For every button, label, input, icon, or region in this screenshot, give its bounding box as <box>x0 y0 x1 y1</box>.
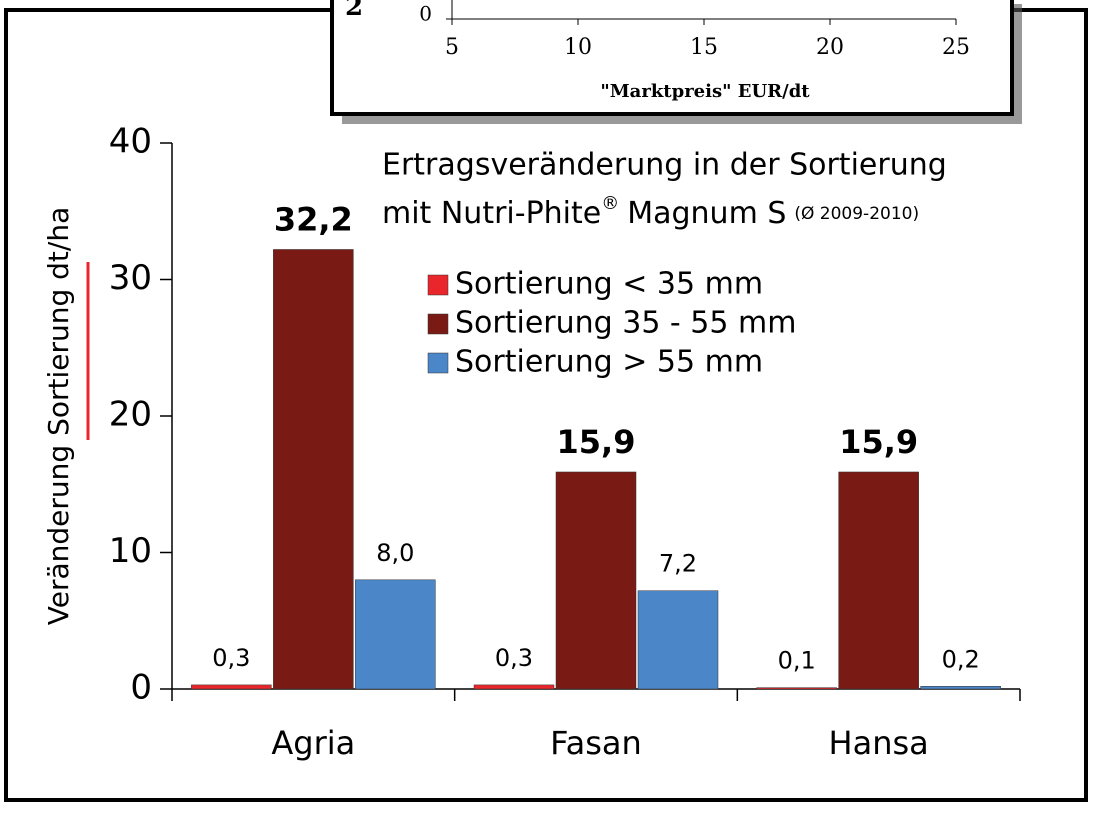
value-label: 15,9 <box>557 423 636 461</box>
bar <box>273 249 354 690</box>
bar <box>920 686 1001 690</box>
inset-x-label: "Marktpreis" EUR/dt <box>600 81 810 102</box>
chart-title: mit Nutri-Phite® Magnum S (Ø 2009-2010) <box>382 193 919 231</box>
y-tick-label: 0 <box>130 668 152 708</box>
y-axis-label: Veränderung Sortierung dt/ha <box>42 207 75 625</box>
y-tick-label: 20 <box>109 395 152 435</box>
bar <box>555 471 637 690</box>
inset-x-tick-label: 15 <box>690 35 718 60</box>
legend-label: Sortierung 35 - 55 mm <box>455 306 796 341</box>
inset-y-tick-label: 0 <box>419 2 432 26</box>
bar <box>355 579 436 690</box>
x-tick-label: Agria <box>271 724 355 762</box>
legend-swatch <box>427 352 449 374</box>
inset-x-tick-label: 10 <box>564 35 592 60</box>
bar <box>637 590 719 690</box>
inset-x-tick-label: 5 <box>445 35 459 60</box>
value-label: 0,2 <box>942 645 980 673</box>
value-label: 7,2 <box>659 550 697 578</box>
chart-title: mit Nutri-Phite <box>382 196 601 231</box>
value-label: 0,1 <box>778 647 816 675</box>
value-label: 15,9 <box>839 423 918 461</box>
bar <box>191 684 272 690</box>
chart-title: Ertragsveränderung in der Sortierung <box>382 148 947 183</box>
y-tick-label: 30 <box>109 258 152 298</box>
bar <box>756 687 837 690</box>
legend-swatch <box>427 313 449 335</box>
inset-x-tick-label: 25 <box>942 35 970 60</box>
y-tick-label: 10 <box>109 531 152 571</box>
chart-title: Magnum S <box>627 196 786 231</box>
inset-x-tick-label: 20 <box>816 35 844 60</box>
value-label: 0,3 <box>212 644 250 672</box>
bar <box>838 471 919 690</box>
y-tick-label: 40 <box>109 122 152 162</box>
value-label: 0,3 <box>495 644 533 672</box>
frame <box>4 8 1088 802</box>
value-label: 8,0 <box>376 539 414 567</box>
value-label: 32,2 <box>274 200 353 238</box>
x-tick-label: Hansa <box>829 724 929 762</box>
x-tick-label: Fasan <box>550 724 642 762</box>
chart-title: ® <box>601 193 619 214</box>
bar <box>473 684 555 690</box>
legend-label: Sortierung < 35 mm <box>455 267 763 302</box>
legend-label: Sortierung > 55 mm <box>455 345 763 380</box>
inset-y-label: 2 <box>345 0 363 22</box>
legend-swatch <box>427 274 449 296</box>
chart-title: (Ø 2009-2010) <box>794 204 919 224</box>
